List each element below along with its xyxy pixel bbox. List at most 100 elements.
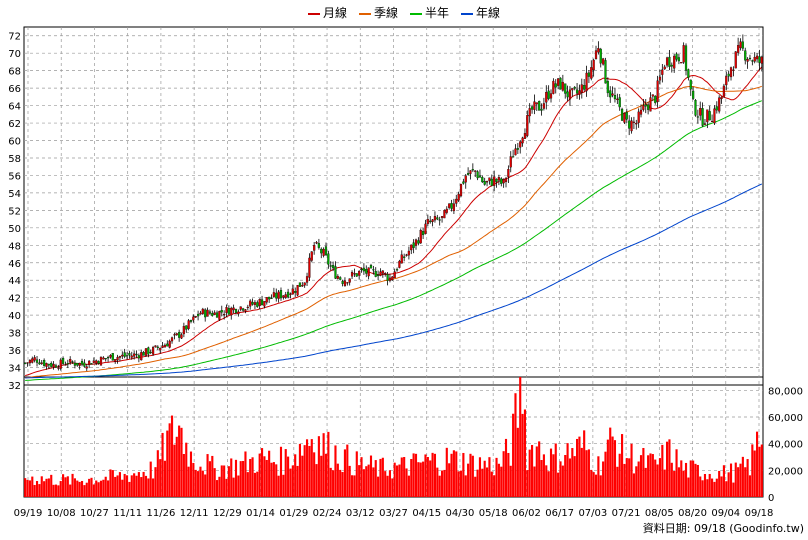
candle-body: [642, 105, 645, 110]
candle-body: [310, 251, 313, 261]
candle-body: [488, 177, 491, 181]
candle-body: [346, 282, 349, 284]
volume-bar: [223, 465, 226, 497]
candle-body: [332, 265, 335, 269]
price-tick-label: 60: [8, 137, 21, 148]
volume-bar: [417, 462, 420, 497]
candle-body: [530, 106, 534, 110]
candle-body: [649, 97, 652, 112]
candle-body: [495, 178, 498, 182]
candle-body: [741, 41, 744, 49]
ma-line-120: [25, 100, 762, 381]
volume-bar: [703, 474, 707, 497]
candle-body: [474, 170, 477, 172]
volume-bar: [208, 461, 212, 497]
volume-bar: [289, 468, 292, 497]
volume-bar: [689, 460, 692, 497]
volume-bar: [31, 476, 34, 497]
candle-body: [433, 216, 437, 221]
candle-body: [118, 356, 122, 358]
candle-body: [450, 203, 453, 209]
x-tick-label: 12/11: [180, 508, 209, 519]
candle-body: [88, 360, 91, 365]
volume-bar: [696, 464, 699, 497]
volume-bar: [483, 460, 486, 497]
volume-bar: [699, 476, 702, 497]
volume-bar: [519, 377, 522, 497]
candle-body: [514, 148, 517, 156]
volume-bar: [722, 465, 725, 497]
volume-bar: [618, 453, 621, 497]
volume-bar: [644, 467, 647, 497]
volume-bar: [163, 460, 166, 497]
candle-body: [654, 95, 657, 103]
volume-bar: [104, 476, 107, 497]
candle-body: [445, 208, 448, 213]
candle-body: [362, 267, 365, 272]
candle-body: [125, 355, 129, 357]
candle-body: [272, 292, 275, 297]
x-tick-label: 08/05: [645, 508, 674, 519]
volume-bar: [232, 477, 235, 497]
volume-bar: [623, 463, 626, 497]
volume-bar: [80, 480, 84, 497]
x-tick-label: 08/20: [678, 508, 707, 519]
candle-body: [353, 273, 356, 275]
volume-bar: [391, 478, 394, 497]
volume-bar: [137, 472, 140, 497]
candle-body: [609, 90, 612, 98]
legend-item: 月線: [307, 4, 347, 21]
candle-body: [464, 175, 467, 183]
candle-body: [182, 326, 185, 335]
volume-bar: [533, 466, 536, 497]
volume-bar: [476, 469, 479, 497]
volume-bar: [668, 439, 671, 497]
candle-body: [737, 45, 740, 53]
candle-body: [168, 340, 171, 348]
volume-bar: [256, 471, 259, 497]
volume-bar: [320, 455, 323, 497]
candle-body: [64, 364, 67, 366]
volume-bar: [635, 466, 638, 497]
price-tick-label: 70: [8, 49, 21, 60]
candle-body: [379, 271, 382, 276]
volume-bar: [684, 462, 688, 497]
x-tick-label: 01/29: [279, 508, 308, 519]
candle-body: [744, 50, 747, 61]
volume-bar: [213, 468, 216, 497]
volume-bar: [744, 467, 747, 497]
candle-body: [97, 361, 100, 364]
volume-bar: [554, 443, 557, 497]
candle-body: [689, 79, 692, 90]
volume-bar: [287, 456, 290, 497]
candle-body: [92, 360, 95, 363]
volume-bar: [400, 457, 403, 497]
candle-body: [294, 291, 297, 293]
volume-bar: [538, 441, 541, 497]
candle-body: [713, 108, 716, 124]
candle-body: [715, 106, 718, 111]
candle-body: [580, 84, 583, 93]
volume-bar: [332, 470, 335, 497]
volume-bar: [66, 476, 69, 497]
candle-body: [268, 296, 271, 300]
volume-bar: [549, 448, 553, 497]
candle-body: [161, 345, 164, 348]
volume-bar: [592, 472, 595, 497]
candle-body: [493, 176, 496, 186]
volume-bar: [542, 454, 545, 497]
candle-body: [265, 297, 268, 303]
volume-bar: [258, 453, 261, 497]
x-tick-label: 03/12: [346, 508, 375, 519]
volume-bar: [215, 480, 219, 497]
candle-body: [287, 291, 290, 298]
candle-body: [734, 51, 737, 69]
volume-bar: [253, 472, 257, 497]
volume-bar: [367, 464, 370, 497]
candle-body: [69, 359, 72, 363]
price-tick-label: 40: [8, 311, 21, 322]
candle-body: [471, 169, 474, 171]
volume-bar: [516, 427, 519, 497]
candle-body: [585, 72, 588, 92]
